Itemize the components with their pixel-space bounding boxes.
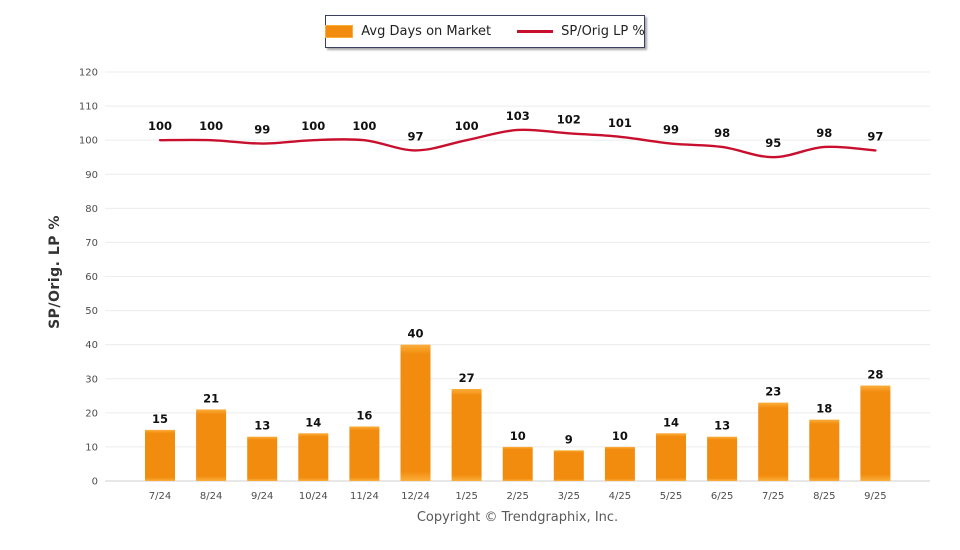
bar [298, 433, 329, 481]
line-value-label: 100 [199, 119, 223, 133]
line-value-label: 103 [506, 109, 530, 123]
line-value-label: 100 [352, 119, 376, 133]
bar [145, 429, 175, 481]
line-value-label: 95 [765, 136, 781, 150]
x-axis-label: 11/24 [350, 491, 379, 502]
x-axis-label: 8/25 [813, 491, 835, 502]
legend: Avg Days on Market SP/Orig LP % [325, 15, 645, 48]
bar-value-label: 13 [254, 419, 270, 433]
bar-value-label: 15 [152, 412, 168, 426]
x-axis-label: 7/24 [149, 491, 171, 502]
legend-line-label: SP/Orig LP % [561, 24, 645, 39]
bar [656, 433, 686, 481]
y-tick-label: 90 [85, 170, 98, 181]
legend-item-avg-days: Avg Days on Market [325, 24, 491, 39]
bar-value-label: 23 [765, 385, 781, 399]
line-value-label: 99 [663, 123, 679, 137]
line-value-label: 97 [867, 129, 883, 143]
bar-value-label: 10 [510, 429, 526, 443]
bar [860, 385, 891, 481]
x-axis-label: 4/25 [609, 491, 631, 502]
x-axis-label: 5/25 [660, 491, 682, 502]
y-tick-label: 60 [85, 272, 98, 283]
line-value-label: 100 [148, 119, 172, 133]
bar-value-label: 14 [305, 415, 321, 429]
line-series-swatch-icon [517, 30, 554, 33]
y-tick-label: 30 [85, 374, 98, 385]
line-value-label: 102 [557, 112, 581, 126]
bar [451, 388, 482, 481]
line-value-label: 99 [254, 123, 270, 137]
x-axis-label: 9/25 [864, 491, 886, 502]
bar-series-swatch-icon [325, 25, 354, 38]
y-tick-label: 120 [79, 68, 98, 79]
bar-value-label: 9 [565, 432, 573, 446]
bar [809, 419, 840, 481]
x-axis-label: 3/25 [558, 491, 580, 502]
bar-value-label: 14 [663, 415, 679, 429]
bar-value-label: 18 [816, 402, 832, 416]
y-tick-label: 70 [85, 238, 98, 249]
line-value-label: 100 [455, 119, 479, 133]
y-tick-label: 100 [79, 136, 98, 147]
sp-lp-line [158, 128, 877, 159]
y-tick-label: 40 [85, 340, 98, 351]
bar-value-label: 27 [459, 371, 475, 385]
bar-value-label: 16 [356, 408, 372, 422]
x-axis-label: 2/25 [506, 491, 528, 502]
bar [349, 426, 380, 481]
x-axis-label: 1/25 [455, 491, 477, 502]
bar [400, 344, 431, 481]
bar-value-label: 28 [867, 368, 883, 382]
legend-bar-label: Avg Days on Market [361, 24, 492, 39]
bar [604, 446, 635, 481]
bar-value-label: 21 [203, 391, 219, 405]
bar [196, 409, 227, 481]
x-axis-label: 6/25 [711, 491, 733, 502]
legend-item-sp-lp: SP/Orig LP % [517, 24, 645, 39]
y-axis-title: SP/Orig. LP % [47, 215, 63, 329]
y-tick-label: 0 [92, 477, 98, 488]
bar [758, 402, 789, 481]
y-tick-label: 20 [85, 408, 98, 419]
bar [247, 436, 278, 481]
bar [707, 436, 738, 481]
bar [502, 446, 533, 481]
y-tick-label: 110 [79, 102, 98, 113]
bar-value-label: 10 [612, 429, 628, 443]
x-axis-label: 10/24 [299, 491, 328, 502]
line-value-label: 101 [608, 116, 632, 130]
copyright-text: Copyright © Trendgraphix, Inc. [416, 510, 619, 525]
x-axis-label: 7/25 [762, 491, 784, 502]
y-tick-label: 10 [85, 442, 98, 453]
bar-value-label: 40 [407, 327, 423, 341]
x-axis-label: 9/24 [251, 491, 273, 502]
line-value-label: 98 [816, 126, 832, 140]
y-tick-label: 50 [85, 306, 98, 317]
y-tick-label: 80 [85, 204, 98, 215]
bar [553, 450, 584, 481]
line-value-label: 100 [301, 119, 325, 133]
line-value-label: 98 [714, 126, 730, 140]
x-axis-label: 8/24 [200, 491, 222, 502]
line-value-label: 97 [407, 129, 423, 143]
bar-value-label: 13 [714, 419, 730, 433]
x-axis-label: 12/24 [401, 491, 430, 502]
